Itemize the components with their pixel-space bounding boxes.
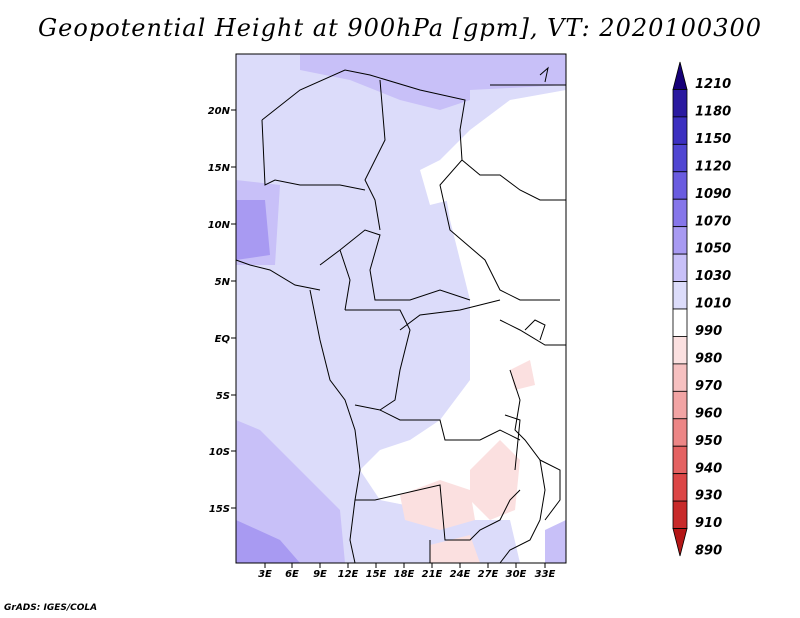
colorbar-swatch	[672, 253, 688, 282]
lat-label-5S: 5S	[216, 391, 230, 402]
colorbar-swatch	[672, 500, 688, 529]
colorbar-label: 1050	[695, 242, 731, 257]
lon-label-18E: 18E	[394, 569, 415, 580]
colorbar-label: 950	[695, 434, 722, 449]
colorbar-swatch	[672, 445, 688, 475]
colorbar-swatch	[672, 418, 688, 447]
lon-axis: 3E 6E 9E 12E 15E 18E 21E 24E 27E 30E 33E	[258, 569, 555, 580]
colorbar-label: 1090	[695, 187, 731, 202]
colorbar-label: 910	[695, 516, 722, 531]
colorbar-label: 960	[695, 406, 722, 421]
map-frame	[235, 53, 567, 564]
colorbar-label: 1030	[695, 269, 731, 284]
lon-label-21E: 21E	[422, 569, 443, 580]
colorbar-swatch	[672, 308, 688, 337]
lon-label-30E: 30E	[506, 569, 527, 580]
colorbar-label: 930	[695, 489, 722, 504]
colorbar-swatch	[672, 143, 688, 173]
colorbar: 1210 1180 1150 1120 1090 1070 1050 1030 1010 990 9…	[672, 61, 731, 559]
lon-label-9E: 9E	[313, 569, 327, 580]
lat-label-15S: 15S	[209, 504, 230, 515]
colorbar-swatch	[672, 171, 688, 200]
colorbar-swatch	[672, 281, 688, 310]
colorbar-label: 890	[695, 544, 722, 559]
lon-label-24E: 24E	[450, 569, 471, 580]
lat-label-20N: 20N	[208, 106, 231, 117]
lon-label-12E: 12E	[338, 569, 359, 580]
grads-credit: GrADS: IGES/COLA	[4, 603, 98, 613]
colorbar-swatch	[672, 61, 688, 90]
colorbar-swatch	[672, 336, 688, 365]
colorbar-swatch	[672, 116, 688, 145]
colorbar-label: 1210	[695, 77, 731, 92]
colorbar-label: 980	[695, 352, 722, 367]
colorbar-label: 1010	[695, 297, 731, 312]
map-title: Geopotential Height at 900hPa [gpm], VT:…	[38, 14, 762, 42]
country-borders	[235, 66, 566, 564]
lon-label-33E: 33E	[535, 569, 556, 580]
lat-ticks	[231, 109, 236, 509]
colorbar-label: 1120	[695, 159, 731, 174]
colorbar-label: 970	[695, 379, 722, 394]
lon-label-3E: 3E	[258, 569, 272, 580]
lat-label-10N: 10N	[208, 220, 231, 231]
colorbar-swatch	[672, 89, 688, 118]
colorbar-label: 1180	[695, 105, 731, 120]
lat-label-EQ: EQ	[215, 334, 231, 345]
colorbar-label: 1150	[695, 132, 731, 147]
lon-label-27E: 27E	[478, 569, 499, 580]
colorbar-swatch	[672, 198, 688, 228]
geopotential-field	[236, 54, 566, 563]
lat-label-5N: 5N	[215, 277, 231, 288]
colorbar-label: 990	[695, 324, 722, 339]
lat-label-10S: 10S	[209, 447, 230, 458]
lon-label-6E: 6E	[285, 569, 299, 580]
colorbar-label: 940	[695, 461, 722, 476]
colorbar-swatch	[672, 226, 688, 255]
colorbar-swatch	[672, 528, 688, 557]
lat-axis: 20N 15N 10N 5N EQ 5S 10S 15S	[208, 106, 236, 515]
colorbar-swatch	[672, 390, 688, 420]
colorbar-swatch	[672, 363, 688, 392]
colorbar-swatch	[672, 473, 688, 502]
lat-label-15N: 15N	[208, 163, 231, 174]
colorbar-label: 1070	[695, 214, 731, 229]
lon-label-15E: 15E	[366, 569, 387, 580]
